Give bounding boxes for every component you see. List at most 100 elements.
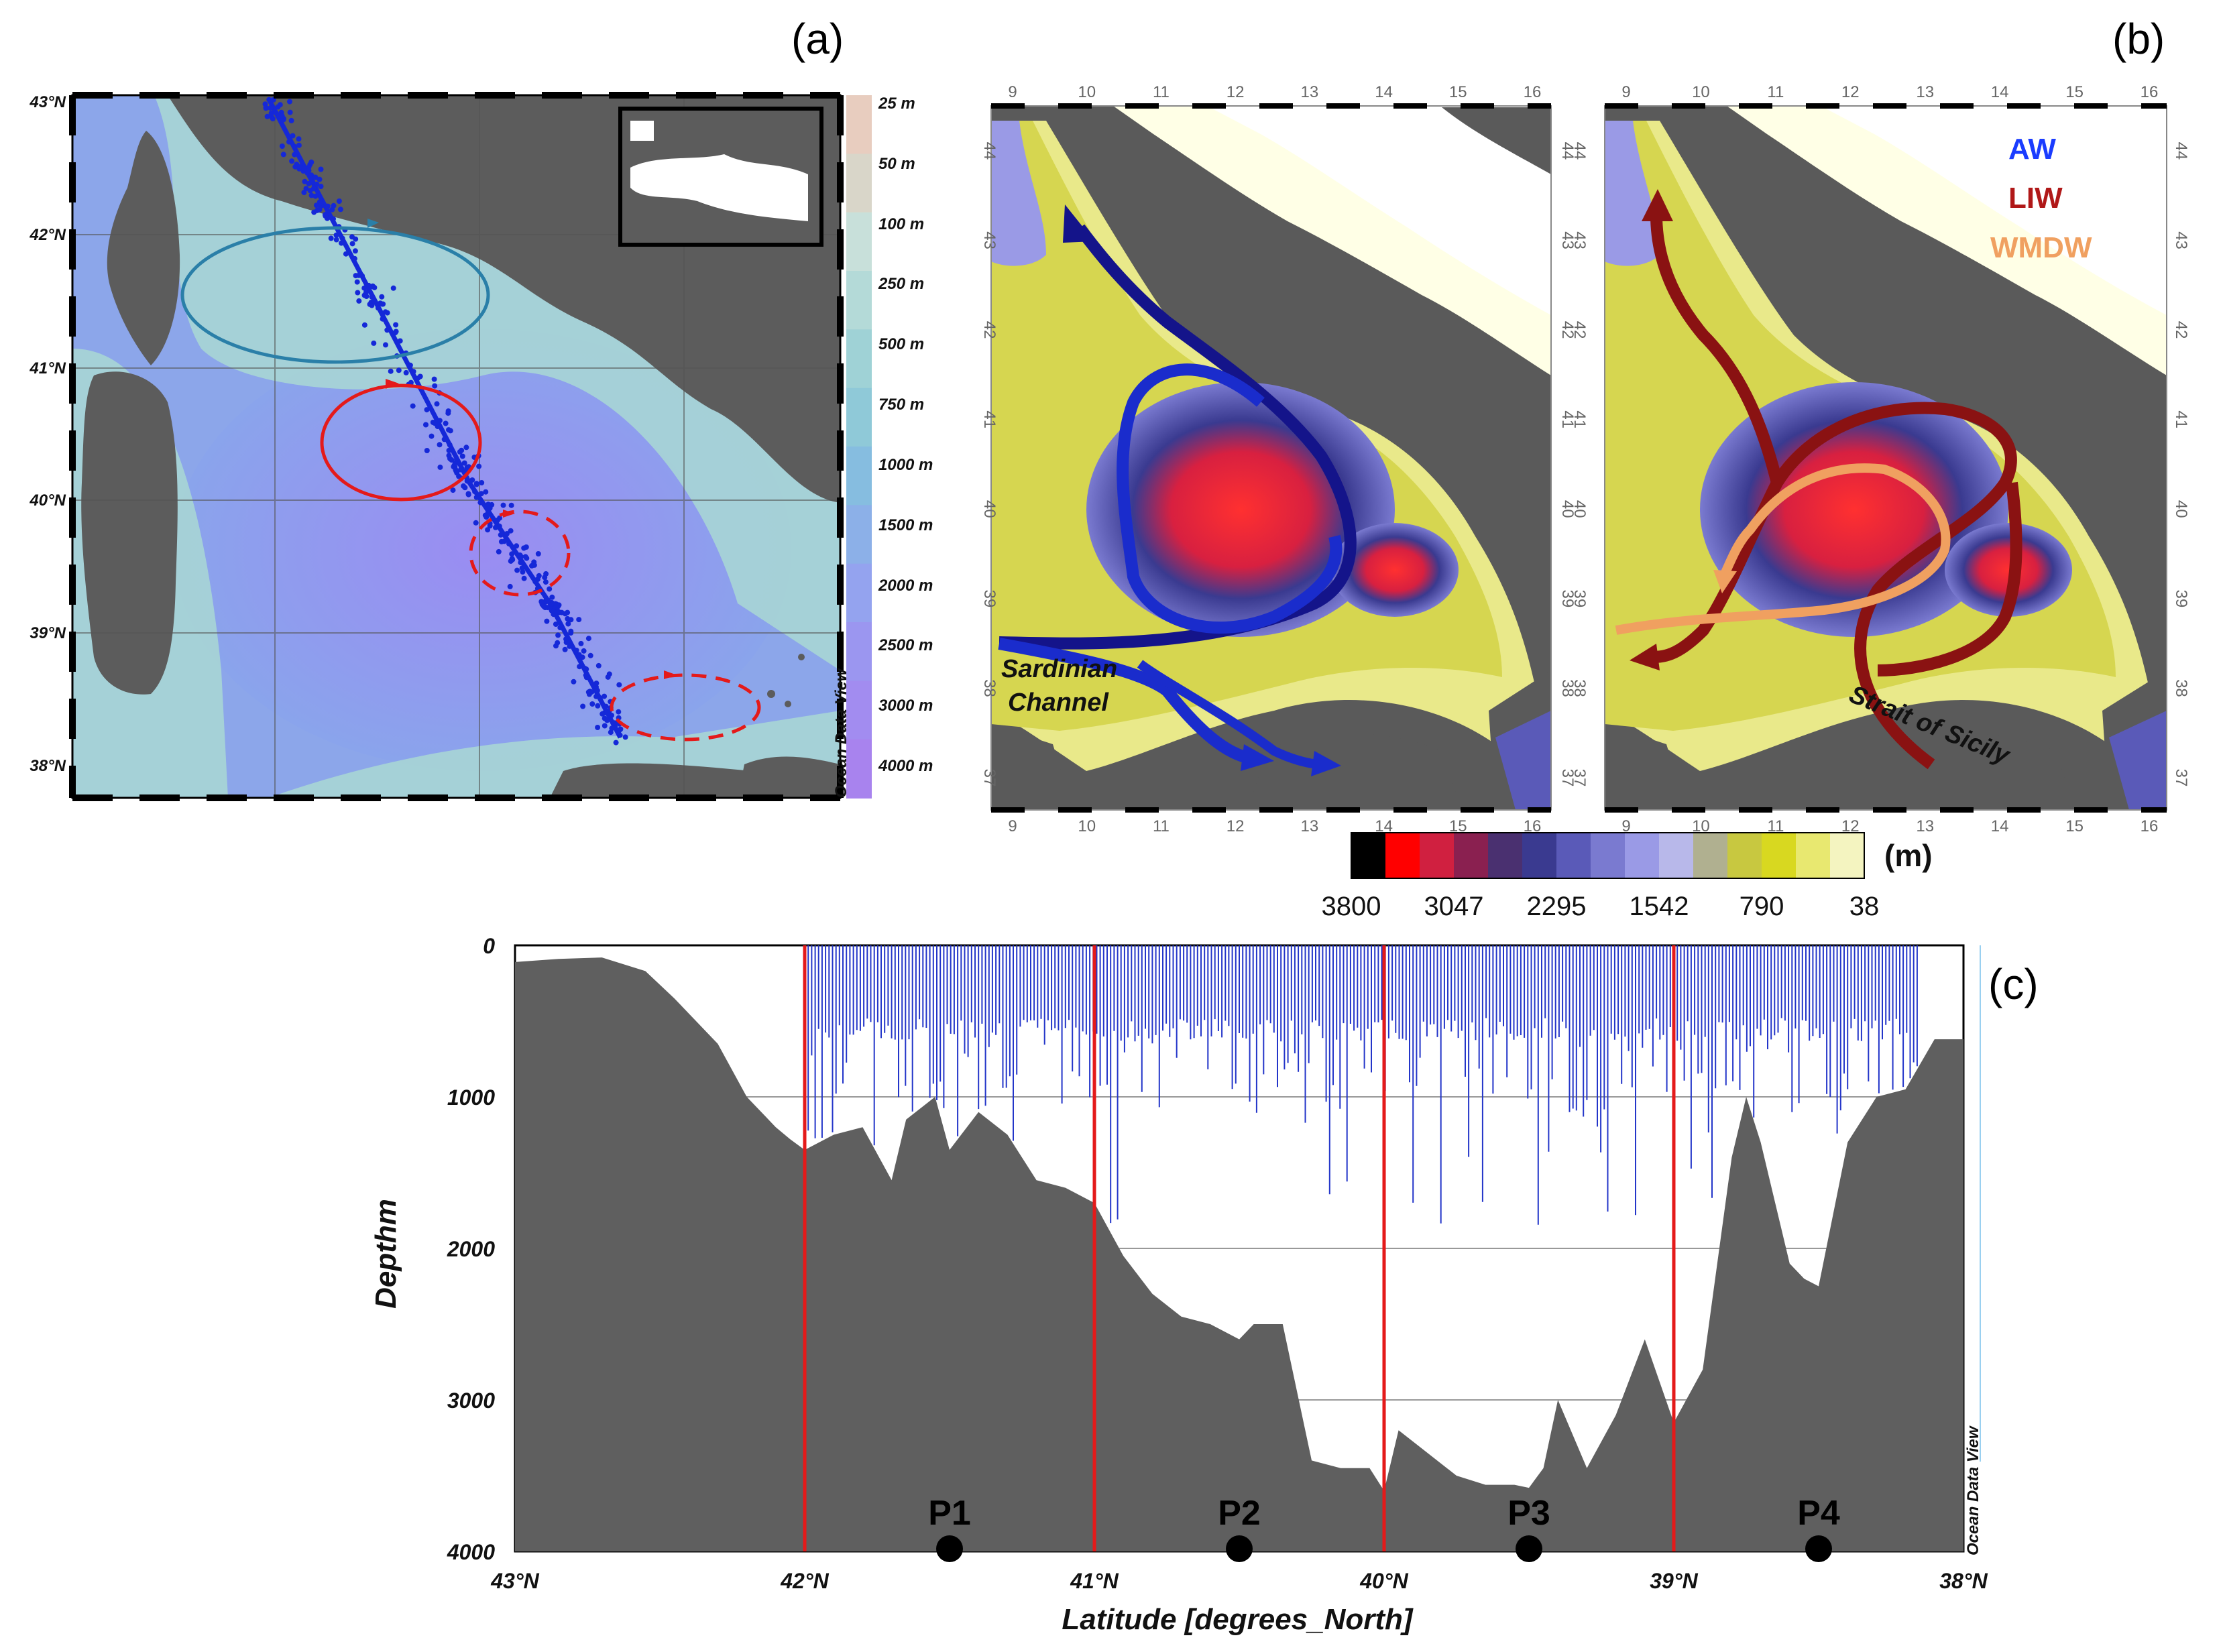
bathymetry-area	[515, 957, 1963, 1551]
panel-c-section: P1 P2 P3 P4 0 1000 2000 3000 4000 43°N 42°N 41°N 4…	[369, 934, 1988, 1636]
station-point	[288, 117, 294, 123]
legend-swatch	[846, 622, 872, 682]
island	[767, 690, 775, 698]
station-point	[551, 609, 557, 614]
station-point	[287, 99, 292, 105]
station-point	[388, 368, 394, 374]
station-point	[437, 464, 443, 470]
station-point	[289, 158, 295, 164]
station-point	[542, 575, 548, 581]
lat-tick: 42°N	[29, 226, 66, 244]
panel-b-right-map: Strait of Sicily AW LIW WMDW	[1604, 103, 2167, 813]
station-point	[461, 483, 467, 489]
station-point	[542, 605, 548, 611]
aw-loop	[1117, 363, 1343, 634]
lat-tick: 43	[1558, 231, 1577, 249]
liw-path-loop	[1877, 481, 2022, 676]
station-point	[437, 442, 443, 448]
eddy-circle-anticyclonic	[320, 384, 482, 501]
colorbar-cell	[1762, 833, 1797, 878]
panel-label-a: (a)	[791, 15, 844, 63]
corsica-land	[107, 131, 180, 365]
land-africa	[991, 724, 1073, 810]
station-point	[339, 240, 344, 246]
station-point	[597, 695, 603, 701]
station-point	[523, 544, 529, 550]
station-point	[447, 442, 453, 448]
station-point	[496, 548, 502, 554]
lon-tick-top: 10	[1692, 83, 1710, 101]
lat-tick: 41	[1558, 410, 1577, 428]
station-point	[573, 648, 579, 653]
lat-tick: 44	[980, 142, 999, 160]
station-point	[565, 615, 571, 622]
depth-legend: 25 m 50 m 100 m 250 m 500 m 750 m 1000 m 1500 m…	[832, 95, 933, 799]
station-point	[356, 298, 362, 304]
panel-a-map: 43°N 42°N 41°N 40°N 39°N 38°N 25 m 50 m 10…	[29, 92, 933, 801]
station-point	[605, 674, 611, 680]
colorbar-tick: 1542	[1630, 892, 1689, 921]
station-point	[308, 159, 315, 165]
y-tick: 0	[483, 934, 495, 958]
lon-tick-bottom: 16	[2141, 817, 2159, 835]
deep-basin	[1945, 523, 2072, 617]
station-point	[532, 579, 538, 585]
station-point	[595, 662, 602, 668]
station-point	[323, 213, 329, 219]
lat-tick: 41	[1571, 410, 1589, 428]
station-point	[577, 664, 583, 670]
point-marker	[936, 1535, 963, 1562]
odv-watermark: Ocean Data View	[832, 668, 850, 798]
station-point	[397, 338, 403, 344]
station-point	[369, 283, 376, 289]
station-point	[298, 164, 304, 170]
station-point	[483, 489, 489, 495]
station-point	[522, 554, 528, 560]
station-point	[273, 110, 279, 116]
station-point	[476, 463, 482, 469]
lat-tick: 40	[1558, 500, 1577, 518]
lon-tick-bottom: 12	[1227, 817, 1245, 835]
arrowhead-icon	[1642, 189, 1673, 221]
station-point	[587, 652, 593, 658]
station-point	[600, 711, 606, 717]
y-tick: 4000	[447, 1540, 495, 1564]
lon-tick-top: 14	[1375, 83, 1393, 101]
station-point	[379, 294, 385, 300]
station-point	[441, 436, 447, 442]
station-point	[501, 538, 507, 544]
station-point	[567, 643, 573, 649]
legend-swatch	[846, 271, 872, 331]
region-boundaries	[803, 945, 1676, 1551]
station-point	[337, 206, 343, 213]
station-point	[508, 502, 514, 508]
lon-tick-top: 15	[1449, 83, 1467, 101]
station-point	[613, 740, 619, 746]
station-point	[609, 725, 615, 731]
station-point	[384, 310, 390, 316]
station-point	[519, 559, 525, 565]
station-point	[478, 491, 484, 497]
station-point	[485, 527, 491, 533]
station-point	[571, 678, 577, 685]
point-label: P1	[928, 1494, 971, 1533]
x-axis-label: Latitude [degrees_North]	[1062, 1603, 1414, 1636]
lon-tick-bottom: 15	[2065, 817, 2084, 835]
station-point	[318, 184, 324, 189]
lat-tick: 42	[980, 321, 999, 339]
lat-tick: 41	[980, 410, 999, 428]
lat-tick: 40°N	[29, 491, 66, 510]
station-point	[270, 116, 276, 121]
x-tick: 42°N	[780, 1569, 829, 1593]
circle-arrow-icon	[367, 219, 379, 228]
colorbar-unit: (m)	[1884, 838, 1933, 873]
lon-tick-bottom: 9	[1008, 817, 1017, 835]
station-point	[547, 586, 553, 592]
station-point	[349, 241, 355, 247]
station-point	[369, 294, 375, 300]
sardinian-label: Sardinian	[1001, 655, 1117, 683]
station-point	[296, 142, 302, 148]
station-point	[447, 456, 453, 461]
lat-tick: 39°N	[30, 624, 66, 642]
land-africa	[1605, 724, 1687, 810]
